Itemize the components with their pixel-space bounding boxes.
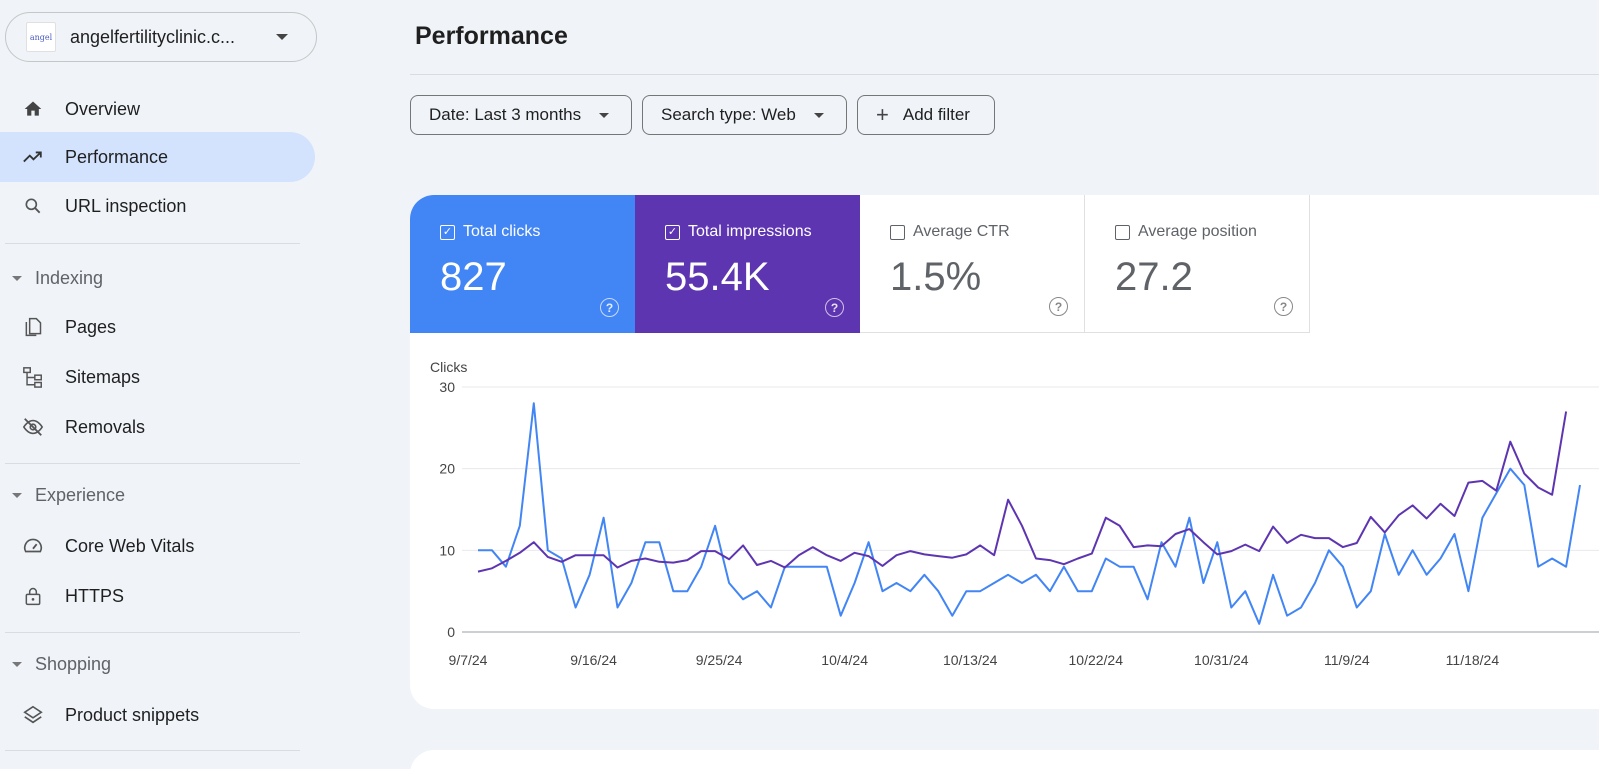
nav-item-label: Performance [65, 146, 169, 167]
page-title: Performance [415, 22, 568, 50]
property-logo: angel [26, 22, 56, 52]
chevron-down-icon [813, 112, 824, 118]
chevron-down-icon [276, 34, 288, 40]
metric-label: Average position [1138, 223, 1257, 240]
chart-y-tick-label: 20 [439, 461, 455, 477]
property-selector[interactable]: angel angelfertilityclinic.c... [5, 12, 317, 62]
nav-item-label: Core Web Vitals [65, 535, 195, 556]
metric-label: Average CTR [913, 223, 1010, 240]
chart-x-tick-label: 10/22/24 [1069, 652, 1124, 668]
nav-item-label: Sitemaps [65, 366, 141, 387]
section-shopping[interactable]: Shopping [0, 647, 300, 681]
caret-down-icon [12, 661, 22, 667]
nav-item-performance[interactable]: Performance [0, 132, 315, 182]
section-label: Indexing [35, 267, 104, 288]
metric-total-impressions[interactable]: ✓ Total impressions 55.4K ? [635, 195, 860, 333]
divider [410, 74, 1599, 75]
metric-value: 1.5% [890, 255, 982, 299]
lock-icon [22, 585, 44, 607]
chart-y-tick-label: 0 [447, 624, 455, 640]
nav-item-label: Pages [65, 316, 117, 337]
metric-average-position[interactable]: Average position 27.2 ? [1085, 195, 1310, 333]
nav-item-url-inspection[interactable]: URL inspection [0, 181, 315, 231]
add-filter-button[interactable]: + Add filter [857, 95, 995, 135]
chart-series-line-total-clicks [478, 402, 1581, 625]
section-label: Experience [35, 484, 126, 505]
checkbox-checked-icon[interactable]: ✓ [665, 224, 680, 240]
section-label: Shopping [35, 653, 112, 674]
divider [5, 632, 300, 633]
home-icon [22, 98, 44, 120]
chart-x-tick-label: 9/16/24 [570, 652, 617, 668]
nav-item-core-web-vitals[interactable]: Core Web Vitals [0, 521, 315, 571]
caret-down-icon [12, 492, 22, 498]
search-icon [22, 195, 44, 217]
date-filter-chip[interactable]: Date: Last 3 months [410, 95, 632, 135]
speed-gauge-icon [22, 535, 44, 557]
nav-item-https[interactable]: HTTPS [0, 571, 315, 621]
chart-y-tick-label: 10 [439, 542, 455, 558]
nav-item-pages[interactable]: Pages [0, 302, 315, 352]
chart-x-tick-label: 10/4/24 [821, 652, 868, 668]
divider [5, 243, 300, 244]
metric-value: 55.4K [665, 255, 770, 299]
chevron-down-icon [599, 112, 610, 118]
help-icon[interactable]: ? [600, 298, 619, 317]
help-icon[interactable]: ? [825, 298, 844, 317]
checkbox-checked-icon[interactable]: ✓ [440, 224, 455, 240]
nav-item-label: URL inspection [65, 195, 187, 216]
section-indexing[interactable]: Indexing [0, 261, 300, 295]
plus-icon: + [876, 102, 889, 127]
divider [5, 750, 300, 751]
nav-item-label: Product snippets [65, 704, 200, 725]
nav-item-overview[interactable]: Overview [0, 84, 315, 134]
divider [5, 463, 300, 464]
metric-label: Total impressions [688, 223, 812, 240]
nav-item-label: Removals [65, 416, 146, 437]
metric-value: 827 [440, 255, 507, 299]
help-icon[interactable]: ? [1049, 297, 1068, 316]
performance-card: ✓ Total clicks 827 ? ✓ Total impressions… [410, 195, 1599, 709]
caret-down-icon [12, 275, 22, 281]
nav-item-removals[interactable]: Removals [0, 402, 315, 452]
property-logo-text: angel [29, 32, 53, 42]
help-icon[interactable]: ? [1274, 297, 1293, 316]
checkbox-unchecked-icon[interactable] [890, 224, 905, 240]
sidebar: angel angelfertilityclinic.c... Overview… [0, 0, 318, 769]
layers-icon [22, 704, 44, 726]
chart-x-tick-label: 10/13/24 [943, 652, 998, 668]
trending-up-icon [22, 146, 44, 168]
secondary-card [410, 750, 1599, 769]
date-filter-label: Date: Last 3 months [429, 105, 582, 124]
metric-value: 27.2 [1115, 255, 1193, 299]
sitemap-icon [22, 366, 44, 388]
chart-x-tick-label: 11/9/24 [1324, 652, 1370, 668]
pages-icon [22, 316, 44, 338]
chart-y-tick-label: 30 [439, 379, 455, 395]
performance-chart: Clicks 0 10 20 30 9/7/24 9/16/24 9/25/24 10/4/2… [430, 359, 1599, 668]
property-name: angelfertilityclinic.c... [70, 26, 236, 47]
search-type-filter-label: Search type: Web [661, 105, 796, 124]
visibility-off-icon [22, 416, 44, 438]
search-type-filter-chip[interactable]: Search type: Web [642, 95, 847, 135]
add-filter-label: Add filter [902, 105, 970, 124]
metric-total-clicks[interactable]: ✓ Total clicks 827 ? [410, 195, 635, 333]
section-experience[interactable]: Experience [0, 478, 300, 512]
checkbox-unchecked-icon[interactable] [1115, 224, 1130, 240]
metric-average-ctr[interactable]: Average CTR 1.5% ? [860, 195, 1085, 333]
nav-item-product-snippets[interactable]: Product snippets [0, 690, 315, 740]
chart-x-tick-label: 11/18/24 [1446, 652, 1500, 668]
chart-x-tick-label: 9/25/24 [696, 652, 743, 668]
nav-item-sitemaps[interactable]: Sitemaps [0, 352, 315, 402]
metric-label: Total clicks [463, 223, 541, 240]
chart-series-line-total-impressions [477, 411, 1568, 573]
chart-y-axis-label: Clicks [430, 359, 467, 375]
chart-x-tick-label: 9/7/24 [449, 652, 488, 668]
nav-item-label: HTTPS [65, 585, 125, 606]
chart-x-tick-label: 10/31/24 [1194, 652, 1249, 668]
nav-item-label: Overview [65, 98, 141, 119]
